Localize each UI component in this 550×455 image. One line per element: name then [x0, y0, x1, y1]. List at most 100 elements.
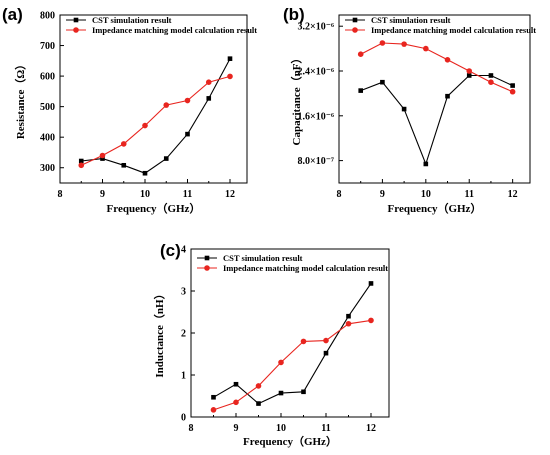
- plot-frame: [59, 14, 248, 184]
- data-point: [233, 381, 239, 387]
- x-tick-label: 10: [421, 189, 431, 200]
- x-tick-label: 10: [140, 189, 150, 200]
- legend-marker: [352, 27, 358, 33]
- series-1: [358, 73, 515, 167]
- y-tick-label: 0: [181, 413, 186, 424]
- data-point: [300, 338, 307, 345]
- legend-marker: [352, 17, 358, 23]
- data-point: [227, 56, 233, 61]
- legend-marker: [204, 265, 210, 271]
- x-axis-title: Frequency（GHz）: [388, 202, 482, 215]
- series-line: [360, 74, 513, 166]
- data-point: [142, 122, 148, 129]
- x-tick-label: 12: [508, 189, 518, 200]
- chart-panel-1: (a) 8 9 10 11 12 300 400 500 600 700 800 Frequency（G…: [2, 5, 257, 215]
- data-point: [211, 394, 216, 400]
- series-2: [210, 317, 374, 413]
- y-tick-label: 2.4×10⁻⁶: [298, 67, 334, 78]
- legend-marker: [73, 17, 79, 23]
- data-point: [121, 162, 127, 168]
- panel-label: (b): [283, 5, 305, 24]
- series-line: [81, 58, 231, 174]
- data-point: [278, 359, 284, 366]
- x-tick-label: 9: [380, 189, 385, 200]
- data-point: [301, 389, 306, 395]
- data-point: [380, 79, 385, 85]
- data-point: [368, 317, 374, 324]
- y-tick-label: 800: [40, 11, 55, 22]
- data-point: [206, 96, 212, 101]
- y-tick-label: 2: [181, 329, 186, 340]
- x-tick-label: 12: [366, 423, 376, 434]
- data-point: [142, 170, 148, 176]
- data-point: [227, 73, 233, 80]
- series-2: [357, 40, 516, 95]
- data-point: [185, 131, 190, 137]
- x-tick-label: 8: [189, 423, 194, 434]
- y-axis-title: Inductance（nH）: [153, 288, 166, 377]
- data-point: [345, 320, 352, 327]
- series-line: [360, 42, 513, 93]
- y-tick-label: 4: [181, 245, 186, 256]
- legend-label: CST simulation result: [223, 253, 303, 263]
- data-point: [466, 73, 472, 78]
- data-point: [255, 383, 262, 389]
- series-line: [213, 283, 372, 405]
- x-axis-title: Frequency（GHz）: [243, 435, 337, 448]
- data-point: [210, 407, 217, 413]
- x-tick-label: 11: [183, 189, 192, 200]
- data-point: [346, 313, 351, 319]
- data-point: [233, 399, 239, 406]
- y-tick-label: 300: [40, 163, 55, 174]
- y-tick-label: 400: [40, 133, 55, 144]
- series-line: [81, 75, 231, 166]
- x-tick-label: 8: [58, 189, 63, 200]
- y-tick-label: 3: [181, 287, 186, 298]
- data-point: [100, 156, 105, 161]
- y-axis-title: Capacitance（nF）: [290, 53, 303, 146]
- panel-label: (a): [2, 5, 23, 24]
- y-tick-label: 700: [40, 41, 55, 52]
- x-tick-label: 9: [234, 423, 239, 434]
- x-tick-label: 11: [465, 189, 474, 200]
- legend-label: Impedance matching model calculation res…: [371, 25, 536, 35]
- legend-marker: [73, 27, 79, 33]
- x-tick-label: 11: [321, 423, 330, 434]
- y-tick-label: 1: [181, 371, 186, 382]
- x-tick-label: 8: [337, 189, 342, 200]
- series-1: [78, 56, 233, 176]
- y-tick-label: 600: [40, 72, 55, 83]
- legend-label: CST simulation result: [371, 15, 451, 25]
- data-point: [368, 281, 374, 286]
- data-point: [120, 141, 127, 147]
- y-tick-label: 8.0×10⁻⁷: [298, 156, 334, 167]
- data-point: [423, 45, 429, 52]
- x-axis-title: Frequency（GHz）: [107, 202, 201, 215]
- y-tick-label: 500: [40, 102, 55, 113]
- data-point: [488, 73, 494, 78]
- legend-label: CST simulation result: [92, 15, 172, 25]
- data-point: [323, 350, 329, 356]
- x-tick-label: 9: [100, 189, 105, 200]
- y-tick-label: 3.2×10⁻⁶: [298, 22, 334, 33]
- data-point: [278, 390, 284, 396]
- y-tick-label: 1.6×10⁻⁶: [298, 111, 334, 122]
- legend-marker: [204, 255, 210, 261]
- data-point: [401, 106, 407, 112]
- chart-panel-2: (b) 8 9 10 11 12 8.0×10⁻⁷ 1.6×10⁻⁶ 2.4×10⁻⁶ 3.2×1…: [283, 5, 536, 215]
- series-line: [213, 319, 372, 411]
- data-point: [163, 156, 169, 161]
- data-point: [163, 102, 170, 108]
- data-point: [205, 79, 212, 85]
- data-point: [358, 88, 364, 93]
- data-point: [379, 40, 386, 46]
- legend-label: Impedance matching model calculation res…: [223, 263, 388, 273]
- x-tick-label: 10: [276, 423, 286, 434]
- series-2: [78, 73, 233, 169]
- data-point: [401, 41, 407, 47]
- plot-frame: [338, 14, 531, 184]
- data-point: [444, 57, 451, 63]
